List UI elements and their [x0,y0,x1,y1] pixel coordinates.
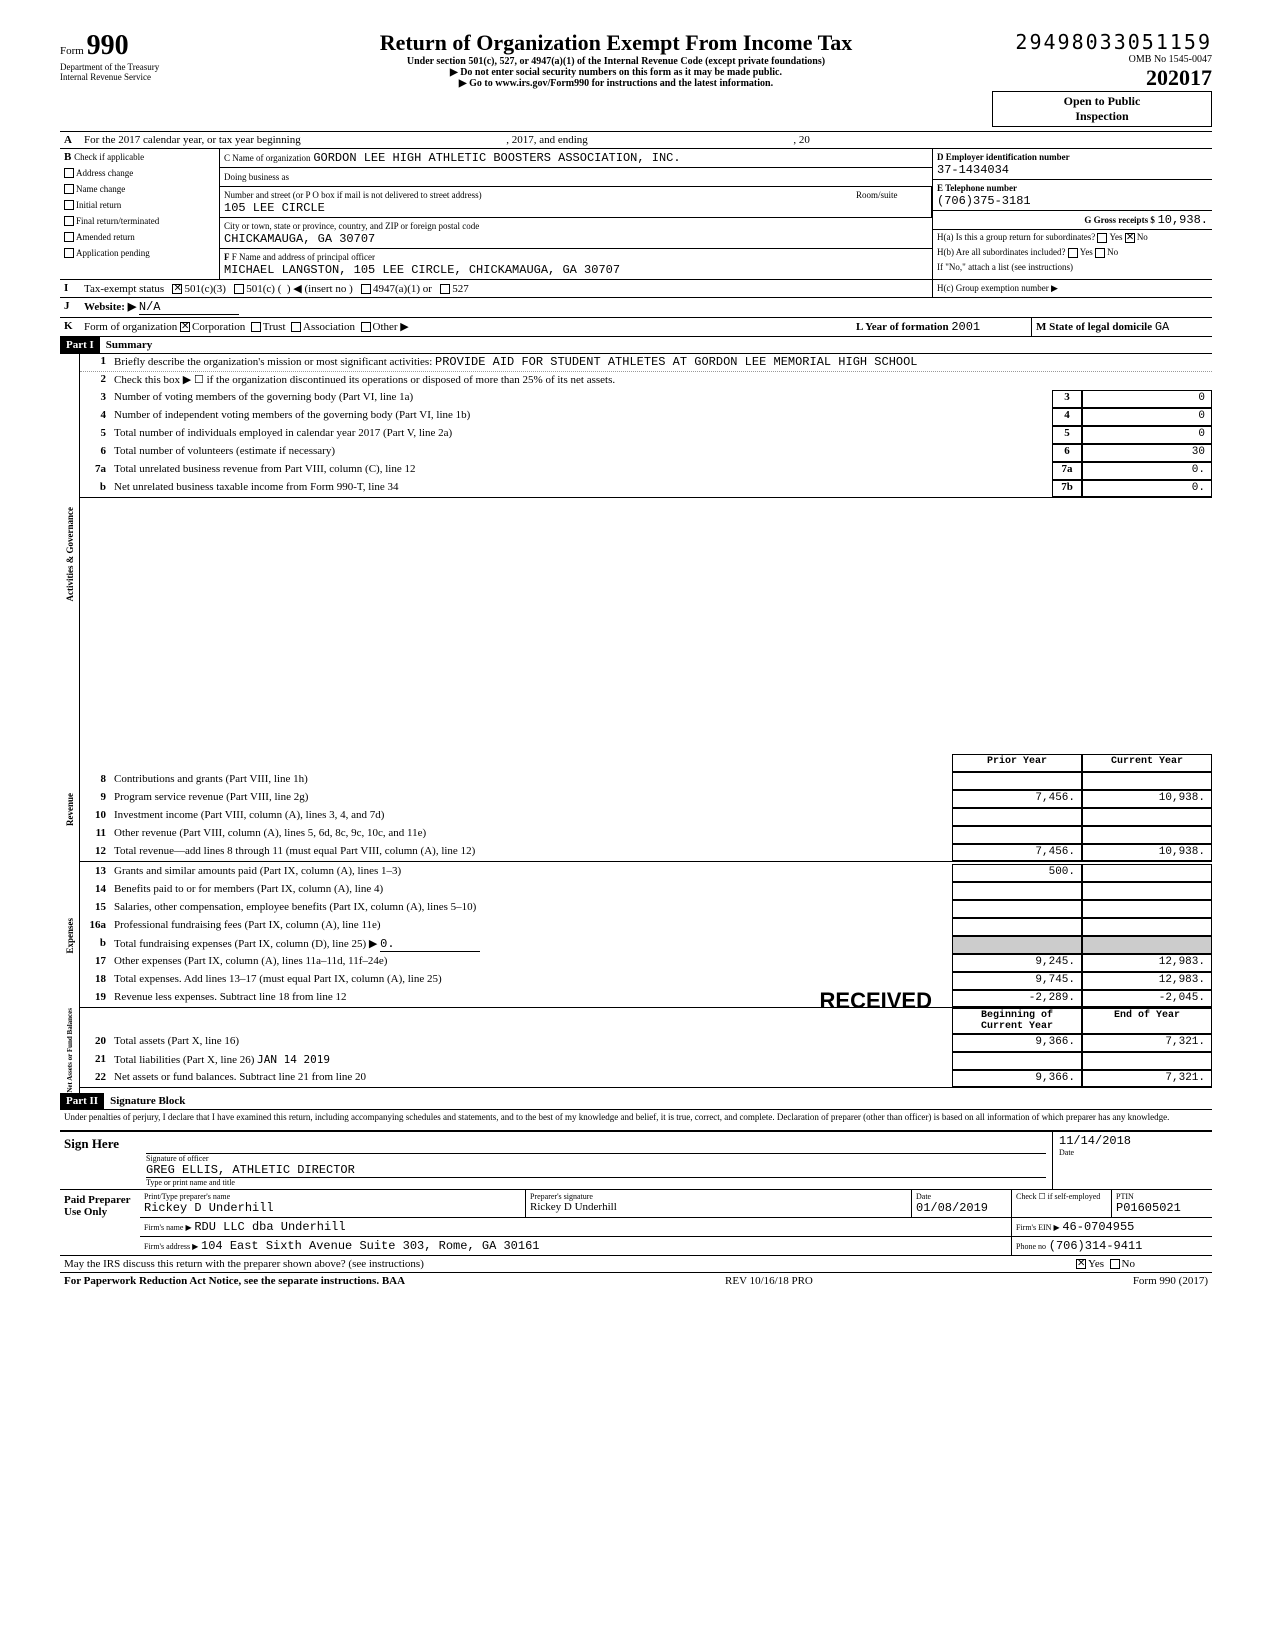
doc-id-number: 29498033051159 [992,30,1212,54]
line-j: J Website: ▶ N/A [60,298,1212,318]
checkbox-final-return[interactable] [64,216,74,226]
perjury-statement: Under penalties of perjury, I declare th… [60,1110,1212,1124]
signature-date: 11/14/2018 [1059,1134,1206,1148]
firm-ein: 46-0704955 [1062,1220,1134,1234]
checkbox-initial-return[interactable] [64,200,74,210]
org-name: GORDON LEE HIGH ATHLETIC BOOSTERS ASSOCI… [313,151,680,165]
preparer-signature: Rickey D Underhill [530,1201,617,1213]
prior-17: 9,245. [952,954,1082,972]
sidebar-governance: Activities & Governance [65,507,75,601]
part2-header-row: Part II Signature Block [60,1093,1212,1110]
received-stamp: RECEIVED [820,988,932,1014]
checkbox-application-pending[interactable] [64,248,74,258]
prior-9: 7,456. [952,790,1082,808]
val-6: 30 [1082,444,1212,462]
part2-header: Part II [60,1093,104,1109]
ssn-warning: ▶ Do not enter social security numbers o… [240,67,992,78]
line-i: I Tax-exempt status 501(c)(3) 501(c) ( )… [60,280,1212,298]
line-k: K Form of organization Corporation Trust… [60,318,1212,337]
val-5: 0 [1082,426,1212,444]
part1-body: Activities & Governance 1 Briefly descri… [60,354,1212,754]
curr-18: 12,983. [1082,972,1212,990]
checkbox-name-change[interactable] [64,184,74,194]
checkbox-other[interactable] [361,322,371,332]
part1-header-row: Part I Summary [60,337,1212,354]
preparer-date: 01/08/2019 [916,1201,988,1215]
part1-title: Summary [100,337,158,353]
state-domicile: GA [1155,320,1169,334]
officer-name-title: GREG ELLIS, ATHLETIC DIRECTOR [146,1163,355,1177]
dept-treasury: Department of the Treasury [60,62,240,72]
open-public-box: Open to Public Inspection [992,91,1212,127]
curr-20: 7,321. [1082,1034,1212,1052]
checkbox-ha-yes[interactable] [1097,233,1107,243]
part2-title: Signature Block [104,1093,191,1109]
dept-irs: Internal Revenue Service [60,72,240,82]
val-4: 0 [1082,408,1212,426]
firm-name: RDU LLC dba Underhill [194,1220,345,1234]
preparer-name: Rickey D Underhill [144,1201,274,1215]
tax-year: 202017 [992,65,1212,91]
val-7b: 0. [1082,480,1212,497]
curr-22: 7,321. [1082,1070,1212,1087]
firm-phone: (706)314-9411 [1049,1239,1143,1253]
form-header: Form 990 Department of the Treasury Inte… [60,30,1212,127]
telephone: (706)375-3181 [937,194,1031,208]
checkbox-discuss-yes[interactable] [1076,1259,1086,1269]
checkbox-assoc[interactable] [291,322,301,332]
prior-12: 7,456. [952,844,1082,861]
checkbox-trust[interactable] [251,322,261,332]
form-number: 990 [87,30,129,61]
ptin: P01605021 [1116,1201,1181,1215]
curr-17: 12,983. [1082,954,1212,972]
form-subtitle: Under section 501(c), 527, or 4947(a)(1)… [240,56,992,67]
net-assets-section: Net Assets or Fund Balances RECEIVED Beg… [60,1008,1212,1093]
checkbox-527[interactable] [440,284,450,294]
prior-20: 9,366. [952,1034,1082,1052]
curr-9: 10,938. [1082,790,1212,808]
checkbox-4947[interactable] [361,284,371,294]
checkbox-discuss-no[interactable] [1110,1259,1120,1269]
sidebar-revenue: Revenue [65,793,75,826]
prior-18: 9,745. [952,972,1082,990]
gross-receipts: 10,938. [1158,213,1208,227]
identity-block: B Check if applicable Address change Nam… [60,149,1212,280]
prior-22: 9,366. [952,1070,1082,1087]
checkbox-corp[interactable] [180,322,190,332]
sidebar-net-assets: Net Assets or Fund Balances [66,1008,74,1093]
street-address: 105 LEE CIRCLE [224,201,325,215]
year-formation: 2001 [951,320,980,334]
checkbox-amended-return[interactable] [64,232,74,242]
curr-19: -2,045. [1082,990,1212,1007]
firm-address: 104 East Sixth Avenue Suite 303, Rome, G… [201,1239,539,1253]
expenses-section: Expenses 13Grants and similar amounts pa… [60,864,1212,1008]
mission-statement: PROVIDE AID FOR STUDENT ATHLETES AT GORD… [435,355,917,369]
checkbox-address-change[interactable] [64,168,74,178]
line-a: A For the 2017 calendar year, or tax yea… [60,131,1212,149]
prior-13: 500. [952,864,1082,882]
sidebar-expenses: Expenses [65,918,75,954]
received-date-stamp: JAN 14 2019 [257,1053,330,1066]
signature-block: Sign Here Signature of officer GREG ELLI… [60,1130,1212,1273]
website: N/A [139,300,239,315]
revenue-section: Revenue Prior Year Current Year 8Contrib… [60,754,1212,864]
form-title: Return of Organization Exempt From Incom… [240,30,992,56]
ein: 37-1434034 [937,163,1009,177]
checkbox-ha-no[interactable] [1125,233,1135,243]
val-3: 0 [1082,390,1212,408]
prior-19: -2,289. [952,990,1082,1007]
part1-header: Part I [60,337,100,353]
checkbox-501c3[interactable] [172,284,182,294]
checkbox-501c[interactable] [234,284,244,294]
checkbox-hb-yes[interactable] [1068,248,1078,258]
officer-signature[interactable] [146,1134,1046,1154]
checkbox-hb-no[interactable] [1095,248,1105,258]
omb-number: OMB No 1545-0047 [992,54,1212,65]
val-7a: 0. [1082,462,1212,480]
goto-link: ▶ Go to www.irs.gov/Form990 for instruct… [240,78,992,89]
footer: For Paperwork Reduction Act Notice, see … [60,1273,1212,1289]
curr-12: 10,938. [1082,844,1212,861]
principal-officer: MICHAEL LANGSTON, 105 LEE CIRCLE, CHICKA… [224,263,620,277]
city-state-zip: CHICKAMAUGA, GA 30707 [224,232,375,246]
